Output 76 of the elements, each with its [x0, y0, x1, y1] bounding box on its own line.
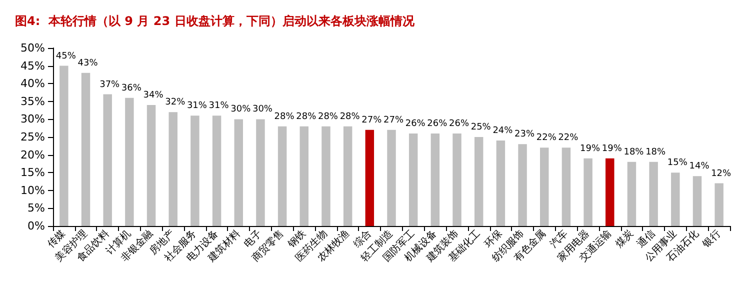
bar: [714, 183, 724, 226]
y-tick-label: 35%: [20, 94, 45, 108]
bar: [387, 130, 396, 226]
data-label: 37%: [100, 80, 120, 90]
data-label: 26%: [449, 118, 470, 129]
data-label: 28%: [318, 112, 338, 122]
data-label: 27%: [362, 115, 382, 126]
data-label: 12%: [711, 168, 732, 179]
data-label: 36%: [121, 83, 142, 94]
data-label: 45%: [56, 51, 76, 62]
data-label: 28%: [274, 112, 295, 122]
data-label: 26%: [405, 118, 426, 129]
data-label: 28%: [296, 112, 317, 122]
data-label: 19%: [602, 144, 622, 154]
x-tick-label: 银行: [700, 228, 723, 251]
data-label: 18%: [624, 147, 644, 158]
y-tick-label: 10%: [20, 184, 45, 197]
bar: [540, 148, 549, 226]
bar: [408, 133, 418, 226]
data-label: 14%: [689, 162, 710, 172]
data-label: 22%: [558, 133, 579, 144]
data-label: 34%: [143, 90, 164, 100]
bar: [103, 94, 112, 226]
data-label: 18%: [646, 147, 666, 158]
chart-title: 图4: 本轮行情（以 9 月 23 日收盘计算，下同）启动以来各板块涨幅情况: [15, 14, 416, 28]
data-label: 31%: [186, 101, 208, 112]
y-tick-label: 5%: [28, 202, 45, 215]
bar: [168, 112, 178, 226]
y-tick-label: 15%: [20, 166, 45, 180]
bar: [190, 116, 200, 226]
y-tick-label: 50%: [20, 42, 45, 54]
y-tick-label: 0%: [28, 220, 45, 232]
bar: [452, 133, 462, 226]
bar: [496, 140, 506, 226]
bar: [627, 162, 636, 226]
data-label: 24%: [492, 126, 514, 136]
bar: [584, 158, 592, 226]
x-tick-label: 煤炭: [612, 227, 636, 250]
bar: [606, 158, 614, 226]
bar: [81, 72, 90, 226]
bar: [256, 119, 265, 226]
bar: [692, 176, 702, 226]
y-tick-label: 25%: [20, 130, 45, 144]
bar: [125, 98, 134, 226]
data-label: 15%: [667, 158, 688, 168]
bar: [234, 119, 243, 226]
data-label: 22%: [536, 133, 557, 144]
bar: [343, 126, 352, 226]
data-label: 23%: [514, 130, 535, 140]
data-label: 30%: [230, 104, 252, 115]
bar: [146, 104, 156, 226]
bar: [562, 148, 571, 226]
bar: [212, 116, 222, 226]
bar: [430, 133, 440, 226]
bar: [518, 144, 527, 226]
y-tick-label: 30%: [20, 112, 45, 126]
data-label: 30%: [252, 104, 273, 115]
bar: [649, 162, 658, 226]
data-label: 27%: [383, 115, 404, 126]
data-label: 19%: [580, 144, 600, 154]
data-label: 43%: [78, 58, 98, 68]
y-tick-label: 45%: [20, 59, 45, 72]
data-label: 26%: [427, 118, 448, 129]
bar: [365, 130, 374, 226]
y-tick-label: 20%: [20, 148, 45, 162]
bar: [474, 137, 484, 226]
data-label: 28%: [340, 112, 360, 122]
bar: [278, 126, 287, 226]
bar: [671, 172, 680, 226]
y-tick-label: 40%: [20, 77, 45, 90]
bar: [60, 66, 68, 226]
bar: [322, 126, 330, 226]
data-label: 31%: [208, 101, 230, 112]
bar: [300, 126, 309, 226]
data-label: 25%: [470, 122, 492, 132]
data-label: 32%: [165, 98, 186, 108]
